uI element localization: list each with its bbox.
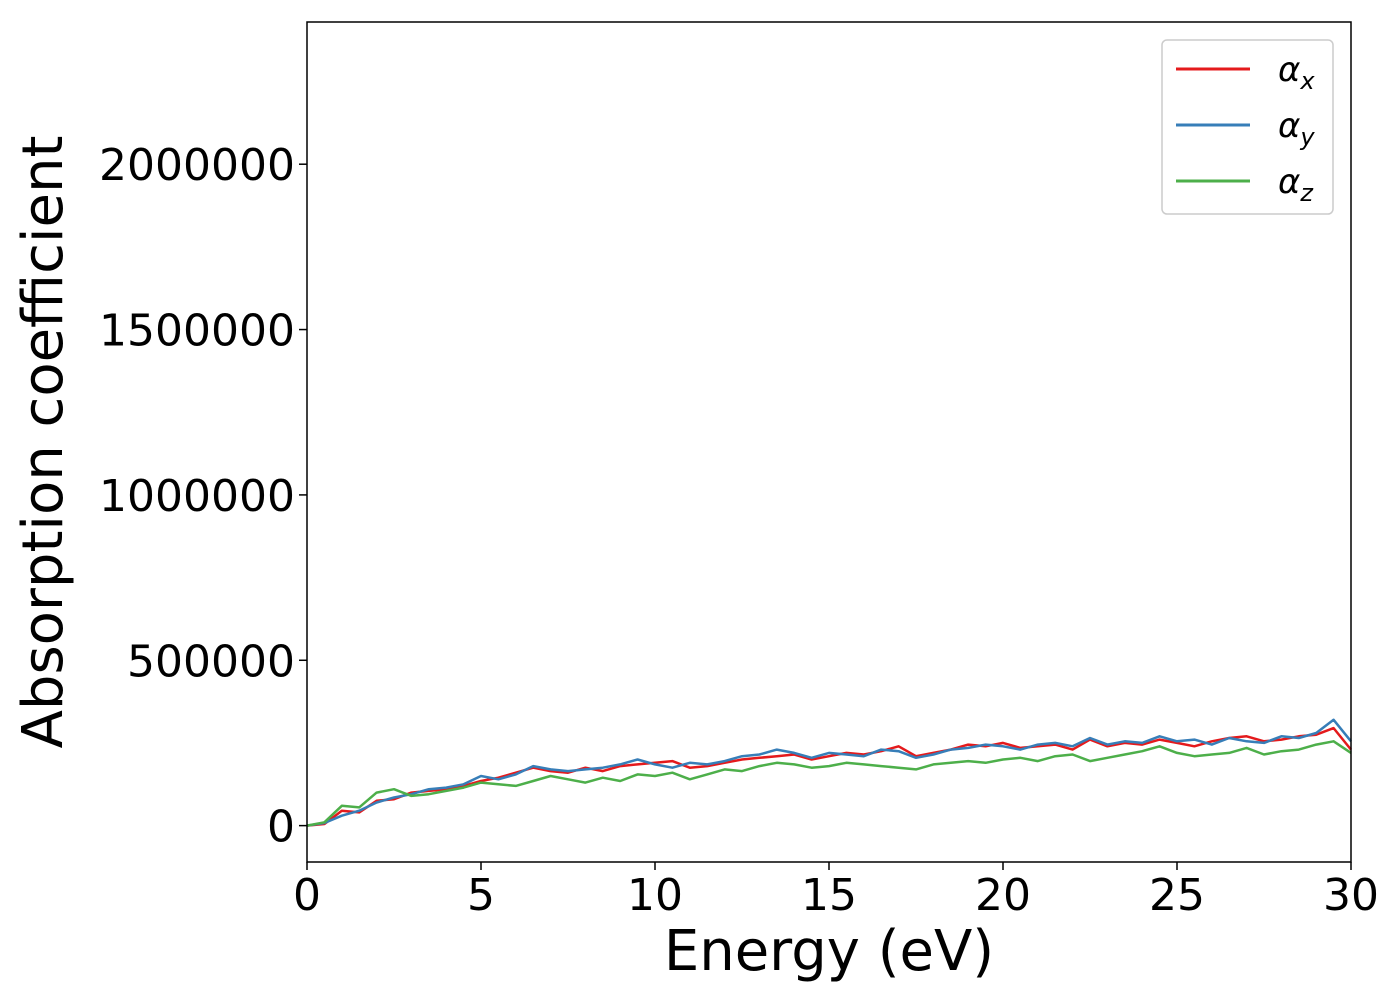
legend-label-alpha-x: αx <box>1278 50 1315 95</box>
x-tick-label: 10 <box>627 870 683 921</box>
x-tick-label: 25 <box>1149 870 1205 921</box>
y-tick-label: 1500000 <box>99 306 295 357</box>
y-tick-label: 2000000 <box>99 140 295 191</box>
y-tick-label: 1000000 <box>99 471 295 522</box>
legend-subscript: y <box>1299 123 1315 151</box>
series-layer <box>306 718 1352 827</box>
series-line-alpha-y <box>306 718 1352 827</box>
legend-subscript: x <box>1299 67 1315 95</box>
x-tick-label: 0 <box>293 870 321 921</box>
legend-box <box>1161 39 1334 215</box>
x-tick-label: 15 <box>801 870 857 921</box>
series-line-alpha-x <box>306 726 1352 827</box>
legend-symbol: α <box>1278 106 1300 146</box>
legend-label-alpha-y: αy <box>1278 106 1315 151</box>
y-tick-label: 0 <box>267 802 295 853</box>
y-tick-label: 500000 <box>127 636 295 687</box>
legend-symbol: α <box>1278 162 1300 202</box>
series-line-alpha-z <box>306 740 1352 827</box>
x-axis-ticks: 0 5 10 15 20 25 30 <box>293 862 1379 921</box>
legend-symbol: α <box>1278 50 1300 90</box>
x-tick-label: 30 <box>1323 870 1379 921</box>
x-tick-label: 5 <box>467 870 495 921</box>
legend-subscript: z <box>1299 179 1314 207</box>
y-axis-label: Absorption coefficient <box>11 136 76 749</box>
y-axis-ticks: 0 500000 1000000 1500000 2000000 <box>99 140 307 853</box>
x-tick-label: 20 <box>975 870 1031 921</box>
legend-label-alpha-z: αz <box>1278 162 1314 207</box>
x-axis-label: Energy (eV) <box>664 919 994 984</box>
